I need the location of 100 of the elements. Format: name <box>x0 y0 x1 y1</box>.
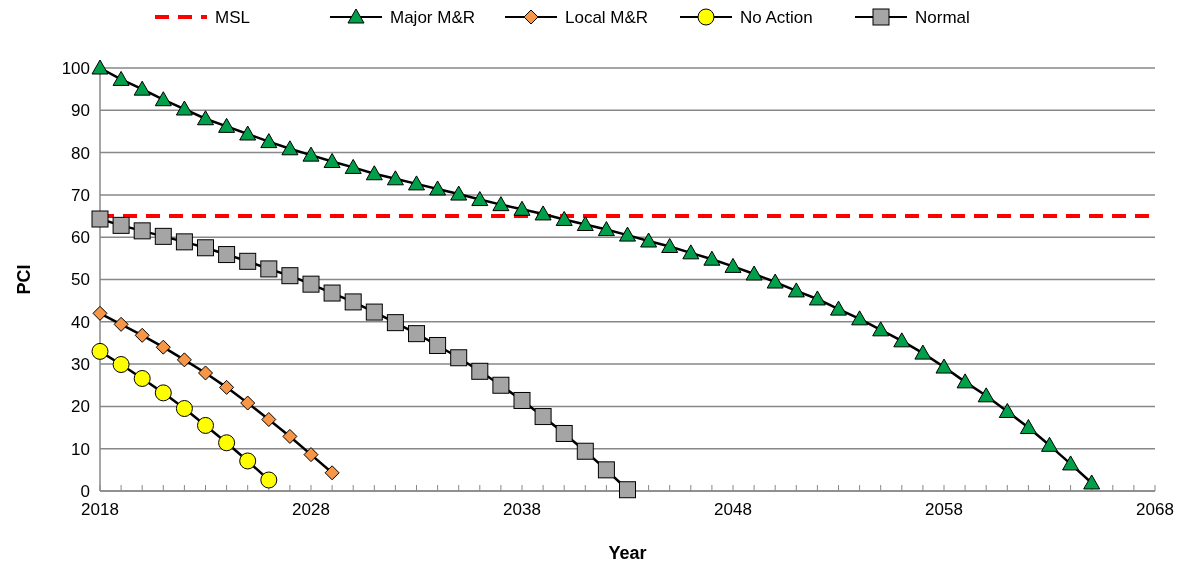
point <box>92 305 108 321</box>
point <box>429 336 447 354</box>
point <box>408 325 425 343</box>
point <box>323 152 341 168</box>
point <box>555 424 573 442</box>
point <box>281 140 299 156</box>
y-tick-label: 70 <box>71 185 90 205</box>
point <box>91 59 109 75</box>
point <box>386 314 404 332</box>
point <box>112 356 130 374</box>
point <box>1019 419 1037 435</box>
point <box>787 282 805 298</box>
x-tick-label: 2068 <box>1136 500 1174 519</box>
point <box>323 284 341 302</box>
point <box>133 369 151 387</box>
point <box>408 175 425 191</box>
point <box>218 117 236 133</box>
point <box>218 434 236 452</box>
point <box>555 210 573 226</box>
point <box>239 452 257 470</box>
legend-label: Normal <box>915 7 970 27</box>
x-tick-label: 2058 <box>925 500 963 519</box>
point <box>112 70 130 86</box>
point <box>977 387 995 403</box>
legend-label: No Action <box>740 7 813 27</box>
point <box>344 293 362 311</box>
point <box>260 133 278 149</box>
point <box>176 352 192 368</box>
point <box>956 373 974 389</box>
x-tick-label: 2028 <box>292 500 330 519</box>
x-tick-label: 2018 <box>81 500 119 519</box>
point <box>471 362 489 380</box>
point <box>619 226 636 242</box>
point <box>597 221 615 237</box>
point <box>239 125 257 141</box>
point <box>154 91 172 107</box>
point <box>218 246 236 264</box>
point <box>197 239 214 257</box>
y-tick-label: 40 <box>71 312 90 332</box>
point <box>851 310 869 326</box>
x-tick-label: 2048 <box>714 500 752 519</box>
y-tick-label: 20 <box>71 397 90 417</box>
point <box>576 216 594 232</box>
point <box>492 196 510 212</box>
point <box>365 165 383 181</box>
point <box>893 332 911 348</box>
point <box>260 260 278 278</box>
point <box>154 227 172 245</box>
point <box>134 327 150 343</box>
point <box>175 100 193 116</box>
point <box>808 290 826 306</box>
point <box>175 233 193 251</box>
y-tick-label: 30 <box>71 355 90 375</box>
x-tick-label: 2038 <box>503 500 541 519</box>
point <box>386 170 404 186</box>
point <box>261 412 277 428</box>
point <box>198 365 213 381</box>
x-axis-title: Year <box>608 543 647 563</box>
point <box>302 275 320 293</box>
legend-label: MSL <box>215 7 250 27</box>
point <box>239 252 257 270</box>
point <box>282 428 298 444</box>
point <box>619 481 636 499</box>
point <box>450 349 468 367</box>
point <box>303 447 319 463</box>
y-axis-title: PCI <box>14 264 34 295</box>
y-tick-label: 80 <box>71 143 90 163</box>
point <box>112 216 130 234</box>
y-tick-label: 10 <box>71 439 90 459</box>
y-tick-label: 60 <box>71 228 90 248</box>
point <box>197 110 214 126</box>
point <box>113 316 129 332</box>
point <box>703 250 721 266</box>
point <box>281 267 299 285</box>
y-tick-label: 90 <box>71 101 90 121</box>
point <box>745 265 763 281</box>
point <box>155 339 171 355</box>
point <box>91 210 109 228</box>
point <box>197 416 214 434</box>
point <box>91 342 109 360</box>
point <box>914 344 932 360</box>
point <box>682 244 700 260</box>
point <box>492 376 510 394</box>
y-tick-label: 50 <box>71 270 90 290</box>
point <box>471 191 489 207</box>
point <box>1062 455 1080 471</box>
point <box>450 185 468 201</box>
point <box>324 465 340 481</box>
legend-label: Local M&R <box>565 7 649 27</box>
point <box>1083 474 1101 490</box>
point <box>640 232 658 248</box>
point <box>534 408 552 426</box>
point <box>344 158 362 174</box>
point <box>766 273 784 289</box>
y-tick-label: 0 <box>80 481 90 501</box>
point <box>302 146 320 162</box>
point <box>219 379 235 395</box>
point <box>534 205 552 221</box>
y-tick-label: 100 <box>61 58 90 78</box>
point <box>830 300 847 316</box>
